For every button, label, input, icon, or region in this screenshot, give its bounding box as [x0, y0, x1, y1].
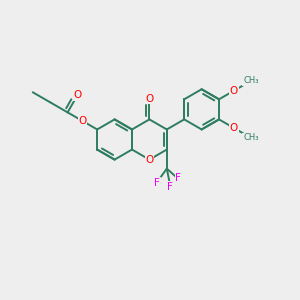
Text: CH₃: CH₃	[243, 76, 259, 85]
Text: O: O	[78, 116, 86, 126]
Text: O: O	[230, 123, 238, 133]
Text: CH₃: CH₃	[243, 133, 259, 142]
Text: O: O	[145, 154, 154, 165]
Text: F: F	[154, 178, 160, 188]
Text: O: O	[230, 86, 238, 96]
Text: O: O	[145, 94, 154, 104]
Text: F: F	[175, 173, 181, 183]
Text: F: F	[167, 182, 173, 192]
Text: O: O	[74, 90, 82, 100]
